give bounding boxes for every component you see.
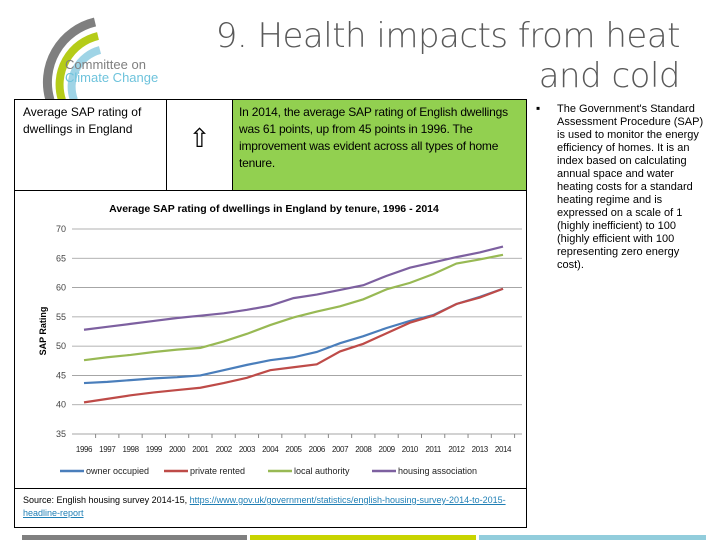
summary-cell: In 2014, the average SAP rating of Engli… (232, 99, 527, 191)
x-tick-label: 1999 (146, 445, 163, 454)
logo-text-1: Committee on (65, 57, 146, 72)
x-tick-label: 2013 (472, 445, 489, 454)
logo: Committee on Climate Change (42, 17, 158, 100)
y-tick-label: 55 (56, 312, 66, 322)
x-tick-label: 2007 (332, 445, 349, 454)
logo-arc-blue (67, 46, 102, 100)
legend-label: housing association (398, 466, 477, 476)
bullet-icon: ▪ (536, 101, 541, 115)
legend-label: private rented (190, 466, 245, 476)
x-tick-label: 2008 (355, 445, 372, 454)
series-line-local-authority (83, 253, 504, 362)
x-tick-label: 2004 (262, 445, 279, 454)
series-line-housing-association (83, 245, 504, 331)
y-tick-label: 70 (56, 224, 66, 234)
x-tick-label: 2002 (216, 445, 233, 454)
source-note: Source: English housing survey 2014-15, … (14, 488, 527, 528)
footer-bar-gray (22, 535, 247, 540)
sap-chart: Average SAP rating of dwellings in Engla… (38, 203, 522, 476)
legend-label: owner occupied (86, 466, 149, 476)
logo-arc-lime (55, 32, 100, 100)
series-line-private-rented (83, 287, 504, 404)
x-tick-label: 1998 (122, 445, 139, 454)
source-prefix: Source: English housing survey 2014-15, (23, 495, 190, 505)
x-tick-label: 1997 (99, 445, 116, 454)
x-tick-label: 2012 (448, 445, 465, 454)
logo-arc-gray (42, 17, 97, 100)
page-title: 9. Health impacts from heat and cold (215, 16, 681, 96)
x-tick-label: 2011 (425, 445, 442, 454)
x-tick-label: 2001 (192, 445, 209, 454)
y-axis-label: SAP Rating (38, 307, 48, 356)
y-tick-label: 60 (56, 283, 66, 293)
x-tick-label: 2009 (379, 445, 396, 454)
y-tick-label: 35 (56, 429, 66, 439)
x-tick-label: 2003 (239, 445, 256, 454)
series-line-owner-occupied (83, 287, 504, 385)
x-tick-label: 2006 (309, 445, 326, 454)
chart-title: Average SAP rating of dwellings in Engla… (109, 203, 439, 215)
y-tick-label: 65 (56, 253, 66, 263)
x-tick-label: 2014 (495, 445, 512, 454)
y-tick-label: 45 (56, 370, 66, 380)
x-tick-label: 2010 (402, 445, 419, 454)
source-link[interactable]: https://www.gov.uk/government/statistics… (23, 495, 506, 518)
x-tick-label: 2000 (169, 445, 186, 454)
footer-bar-lime (250, 535, 476, 540)
x-tick-label: 2005 (285, 445, 302, 454)
side-description: The Government's Standard Assessment Pro… (557, 103, 704, 271)
legend-label: local authority (294, 466, 350, 476)
x-tick-label: 1996 (76, 445, 93, 454)
y-tick-label: 40 (56, 400, 66, 410)
footer-bar-blue (479, 535, 706, 540)
y-tick-label: 50 (56, 341, 66, 351)
logo-text-2: Climate Change (65, 70, 158, 85)
